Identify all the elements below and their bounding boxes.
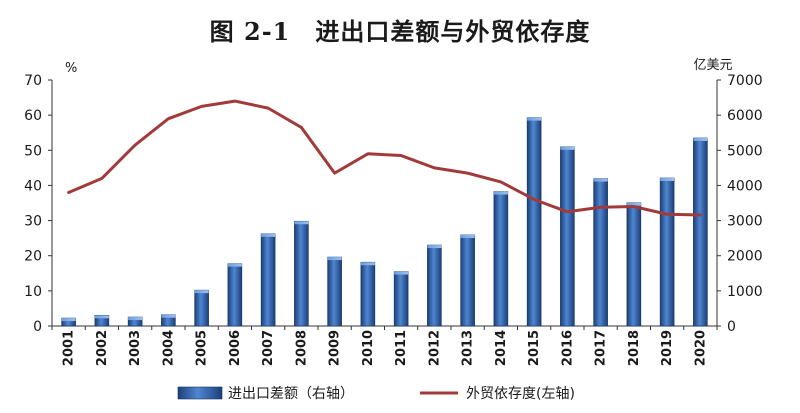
bar — [393, 271, 409, 327]
line-series — [67, 99, 702, 217]
bar — [493, 191, 509, 327]
category-label: 2015 — [527, 330, 542, 366]
category-label: 2010 — [361, 330, 376, 366]
right-tick-label: 3000 — [727, 214, 763, 230]
bar — [260, 233, 276, 327]
bar-top — [128, 317, 143, 321]
category-label: 2020 — [693, 330, 708, 366]
left-tick-label: 10 — [24, 284, 42, 300]
bar-top — [693, 137, 708, 141]
category-label: 2007 — [261, 330, 276, 366]
bar — [227, 263, 243, 327]
right-tick-label: 1000 — [727, 284, 763, 300]
left-tick-label: 70 — [24, 73, 42, 89]
left-tick-label: 30 — [24, 214, 42, 230]
legend-bar-label: 进出口差额（右轴） — [228, 386, 354, 402]
bar — [693, 137, 708, 327]
left-tick-label: 20 — [24, 249, 42, 265]
left-tick-label: 40 — [24, 178, 42, 194]
bar-top — [261, 233, 276, 237]
bar-top — [560, 146, 575, 150]
bar-top — [394, 271, 409, 275]
bar-top — [427, 245, 442, 249]
chart-title: 图 2-1 进出口差额与外贸依存度 — [209, 17, 591, 46]
bar-top — [194, 290, 209, 294]
bar-top — [94, 315, 109, 319]
right-tick-label: 5000 — [727, 143, 763, 159]
bar — [526, 117, 542, 327]
bar — [659, 177, 675, 327]
bar — [626, 202, 642, 327]
bar-top — [227, 263, 242, 267]
bar-top — [460, 234, 475, 238]
category-label: 2012 — [427, 330, 442, 366]
bar — [360, 261, 376, 327]
category-label: 2016 — [560, 330, 575, 366]
right-axis-unit: 亿美元 — [693, 58, 732, 73]
legend-bar-swatch — [177, 386, 223, 400]
right-tick-label: 7000 — [727, 73, 763, 89]
bar-top — [593, 178, 608, 182]
left-tick-label: 50 — [24, 143, 42, 159]
bar — [294, 220, 309, 327]
bar — [460, 234, 475, 327]
category-label: 2017 — [594, 330, 609, 366]
bar-top — [493, 191, 508, 195]
category-label: 2004 — [161, 330, 176, 366]
category-label: 2002 — [95, 330, 110, 366]
category-label: 2008 — [294, 330, 309, 366]
category-label: 2009 — [328, 330, 343, 366]
left-tick-label: 0 — [33, 319, 42, 335]
bar-top — [294, 221, 309, 225]
bar-top — [660, 178, 675, 182]
category-label: 2006 — [228, 330, 243, 366]
bar-top — [161, 314, 176, 318]
category-label: 2003 — [128, 330, 143, 366]
right-tick-label: 2000 — [727, 249, 763, 265]
right-tick-label: 4000 — [727, 178, 763, 194]
bar-top — [527, 117, 542, 121]
left-tick-label: 60 — [24, 108, 42, 124]
right-tick-label: 0 — [727, 319, 736, 335]
bar — [560, 146, 575, 327]
bar-top — [327, 257, 342, 261]
bar — [327, 256, 342, 327]
bar — [427, 244, 442, 327]
category-label: 2005 — [195, 330, 210, 366]
bar-top — [626, 202, 641, 206]
category-label: 2011 — [394, 330, 409, 366]
legend-line-label: 外贸依存度(左轴) — [466, 386, 575, 402]
category-label: 2019 — [660, 330, 675, 366]
bar-top — [360, 262, 375, 266]
right-tick-label: 6000 — [727, 108, 763, 124]
bar-top — [61, 318, 76, 322]
left-axis-unit: % — [65, 61, 77, 76]
category-label: 2014 — [494, 330, 509, 366]
category-label: 2001 — [62, 330, 77, 366]
bar — [593, 178, 608, 327]
bar — [194, 289, 209, 327]
category-label: 2013 — [461, 330, 476, 366]
category-label: 2018 — [627, 330, 642, 366]
